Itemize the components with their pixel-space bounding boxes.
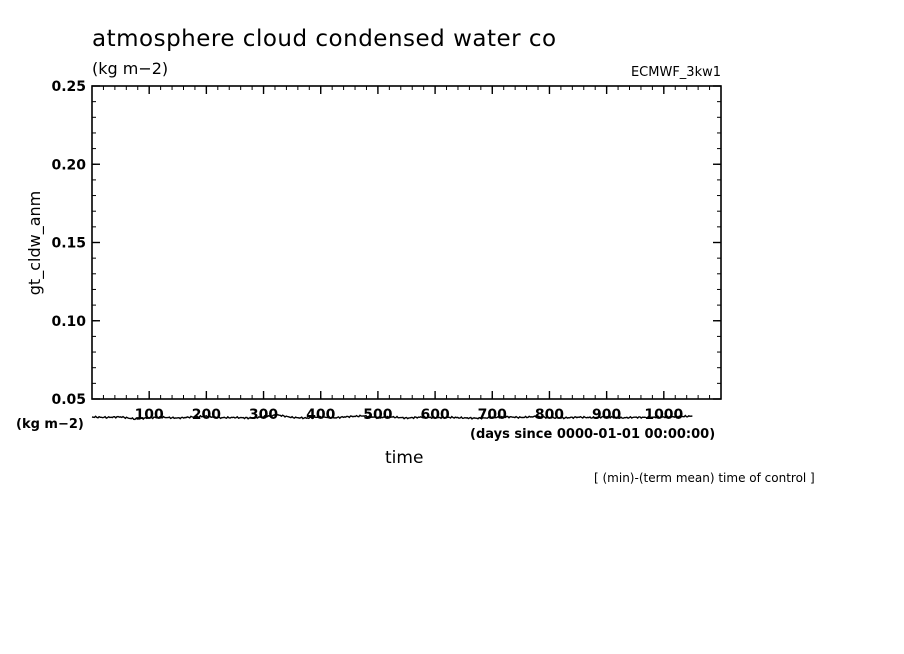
x-tick-label: 800 — [535, 407, 564, 423]
series-line — [91, 413, 693, 421]
y-tick-label: 0.10 — [51, 314, 86, 330]
y-tick-label: 0.25 — [51, 79, 86, 95]
x-tick-label: 400 — [306, 407, 335, 423]
y-tick-label: 0.05 — [51, 392, 86, 408]
x-tick-label: 1000 — [644, 407, 683, 423]
plot-frame — [91, 85, 722, 400]
y-axis-ticks: 0.05 0.10 0.15 0.20 0.25 — [51, 79, 721, 408]
x-axis-units: (days since 0000-01-01 00:00:00) — [470, 427, 715, 442]
y-tick-label: 0.15 — [51, 236, 86, 252]
chart-subtitle-units: (kg m−2) — [92, 59, 168, 78]
x-tick-label: 900 — [592, 407, 621, 423]
series-note: [ (min)-(term mean) time of control ] — [594, 471, 815, 485]
x-tick-label: 200 — [192, 407, 221, 423]
x-tick-label: 700 — [478, 407, 507, 423]
y-axis-label: gt_cldw_anm — [25, 191, 45, 295]
dataset-label: ECMWF_3kw1 — [631, 65, 721, 80]
x-axis-ticks: 100 200 300 400 500 600 700 800 900 1000 — [102, 86, 711, 423]
y-tick-label: 0.20 — [51, 157, 86, 173]
x-tick-label: 600 — [420, 407, 449, 423]
x-tick-label: 500 — [363, 407, 392, 423]
y-axis-units: (kg m−2) — [16, 417, 84, 432]
x-tick-label: 300 — [249, 407, 278, 423]
x-tick-label: 100 — [135, 407, 164, 423]
series-layer — [91, 413, 693, 421]
x-axis-label: time — [385, 448, 423, 468]
chart-title: atmosphere cloud condensed water co — [92, 26, 557, 52]
